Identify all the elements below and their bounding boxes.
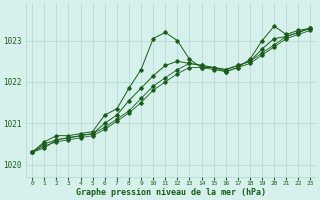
X-axis label: Graphe pression niveau de la mer (hPa): Graphe pression niveau de la mer (hPa)	[76, 188, 266, 197]
